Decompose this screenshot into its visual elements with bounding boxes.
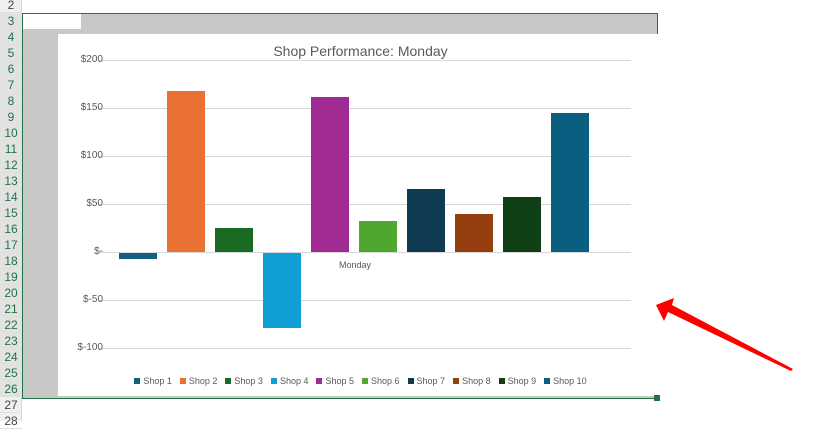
row-header[interactable]: 12 xyxy=(0,157,22,173)
legend-swatch-icon xyxy=(407,378,414,384)
row-header[interactable]: 10 xyxy=(0,125,22,141)
y-axis-tick-label: $150 xyxy=(80,102,103,113)
row-header[interactable]: 17 xyxy=(0,237,22,253)
bar-shop-2[interactable] xyxy=(167,90,205,252)
legend-item[interactable]: Shop 10 xyxy=(544,376,587,386)
legend-swatch-icon xyxy=(544,378,551,384)
legend-label: Shop 2 xyxy=(188,376,218,386)
gridline xyxy=(99,60,631,61)
legend-label: Shop 1 xyxy=(143,376,172,386)
row-header[interactable]: 3 xyxy=(0,13,22,29)
legend-label: Shop 8 xyxy=(462,376,491,386)
legend-item[interactable]: Shop 7 xyxy=(407,376,446,386)
row-header[interactable]: 7 xyxy=(0,77,22,93)
row-header[interactable]: 4 xyxy=(0,29,22,45)
chart-area[interactable]: Shop Performance: Monday $200 $150 $100 $50… xyxy=(58,34,663,396)
frame-gap xyxy=(23,14,81,29)
row-headers: 2 3 4 5 6 7 8 9 10 11 12 13 14 15 16 17 18 19 20 21 22 23 24 25… xyxy=(0,0,22,429)
legend-swatch-icon xyxy=(362,378,368,384)
row-header[interactable]: 14 xyxy=(0,189,22,205)
row-header[interactable]: 20 xyxy=(0,285,22,301)
legend-label: Shop 5 xyxy=(325,376,354,386)
row-header[interactable]: 13 xyxy=(0,173,22,189)
row-header[interactable]: 15 xyxy=(0,205,22,221)
row-header[interactable]: 27 xyxy=(0,397,22,413)
bar-shop-4[interactable] xyxy=(263,253,301,328)
row-header[interactable]: 26 xyxy=(0,381,22,397)
gridline xyxy=(99,108,631,109)
x-axis-category-label: Monday xyxy=(339,260,372,270)
bar-shop-10[interactable] xyxy=(551,112,589,252)
legend-item[interactable]: Shop 9 xyxy=(498,376,537,386)
legend-label: Shop 7 xyxy=(416,376,446,386)
row-header[interactable]: 22 xyxy=(0,317,22,333)
legend-swatch-icon xyxy=(498,378,505,384)
row-header[interactable]: 18 xyxy=(0,253,22,269)
legend-item[interactable]: Shop 5 xyxy=(316,376,354,386)
legend-swatch-icon xyxy=(316,378,323,384)
legend-swatch-icon xyxy=(270,378,277,384)
row-header[interactable]: 16 xyxy=(0,221,22,237)
legend-swatch-icon xyxy=(225,378,232,384)
chart-title[interactable]: Shop Performance: Monday xyxy=(273,43,448,59)
resize-handle[interactable] xyxy=(654,395,660,401)
y-axis-tick-label: $-50 xyxy=(82,294,103,305)
row-header[interactable]: 24 xyxy=(0,349,22,365)
gridline xyxy=(99,300,631,301)
gridline xyxy=(99,252,631,253)
bar-shop-3[interactable] xyxy=(215,228,253,252)
legend-swatch-icon xyxy=(453,378,460,384)
row-header[interactable]: 19 xyxy=(0,269,22,285)
y-axis-tick-label: $200 xyxy=(80,54,103,65)
row-header[interactable]: 28 xyxy=(0,413,22,429)
bar-shop-6[interactable] xyxy=(359,221,397,252)
bar-shop-7[interactable] xyxy=(407,188,445,252)
legend-swatch-icon xyxy=(134,378,141,384)
legend-label: Shop 3 xyxy=(234,376,263,386)
bar-shop-8[interactable] xyxy=(455,213,493,252)
row-header[interactable]: 23 xyxy=(0,333,22,349)
legend-label: Shop 10 xyxy=(553,376,587,386)
legend-label: Shop 9 xyxy=(507,376,537,386)
gridline xyxy=(99,204,631,205)
legend-label: Shop 4 xyxy=(279,376,309,386)
legend-item[interactable]: Shop 8 xyxy=(453,376,491,386)
legend-item[interactable]: Shop 6 xyxy=(362,376,400,386)
y-axis-tick-label: $50 xyxy=(86,198,103,209)
row-header[interactable]: 6 xyxy=(0,61,22,77)
chart-frame[interactable]: Shop Performance: Monday $200 $150 $100 $50… xyxy=(22,13,663,399)
row-header[interactable]: 11 xyxy=(0,141,22,157)
bar-shop-9[interactable] xyxy=(503,197,541,252)
legend-item[interactable]: Shop 4 xyxy=(270,376,309,386)
gridline xyxy=(99,348,631,349)
row-header[interactable]: 21 xyxy=(0,301,22,317)
y-axis-tick-label: $- xyxy=(94,246,103,257)
y-axis-tick-label: $-100 xyxy=(77,342,103,353)
legend-item[interactable]: Shop 1 xyxy=(134,376,172,386)
chart-legend[interactable]: Shop 1 Shop 2 Shop 3 Shop 4 Shop 5 Shop 6 Shop… xyxy=(58,376,663,386)
y-axis-tick-label: $100 xyxy=(80,150,103,161)
bar-shop-1[interactable] xyxy=(119,253,157,259)
legend-item[interactable]: Shop 2 xyxy=(179,376,218,386)
legend-item[interactable]: Shop 3 xyxy=(225,376,263,386)
row-header[interactable]: 5 xyxy=(0,45,22,61)
row-header[interactable]: 8 xyxy=(0,93,22,109)
row-header[interactable]: 9 xyxy=(0,109,22,125)
gridline xyxy=(99,156,631,157)
red-arrow-annotation xyxy=(656,298,793,371)
row-header[interactable]: 25 xyxy=(0,365,22,381)
legend-swatch-icon xyxy=(179,378,186,384)
bar-shop-5[interactable] xyxy=(311,97,349,252)
row-header[interactable]: 2 xyxy=(0,0,22,13)
legend-label: Shop 6 xyxy=(371,376,400,386)
